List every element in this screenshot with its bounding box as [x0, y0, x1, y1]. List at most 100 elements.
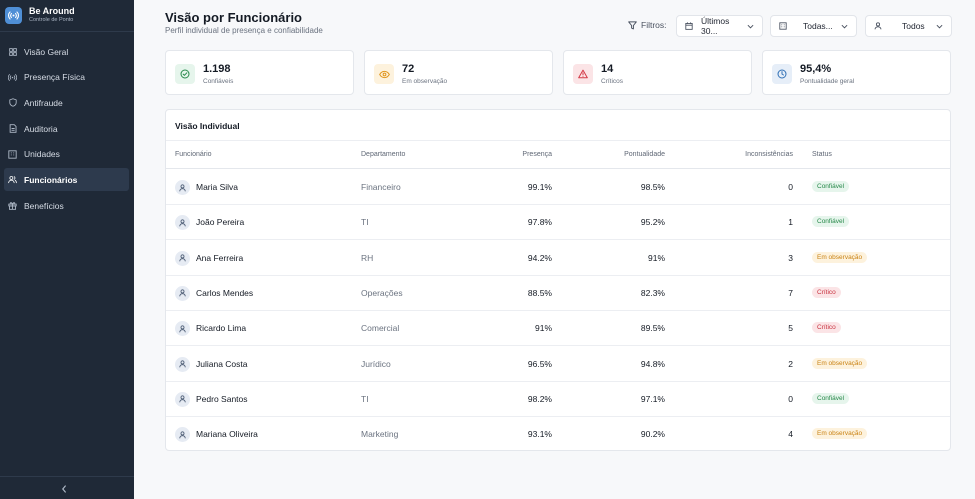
filters-label-text: Filtros:	[641, 20, 667, 30]
stat-card-confiaveis: 1.198 Confiáveis	[165, 50, 354, 95]
inconsistencies-value: 7	[788, 287, 793, 298]
sidebar-item-label: Auditoria	[24, 123, 58, 134]
table-row[interactable]: Maria Silva Financeiro 99.1% 98.5% 0 Confiáve…	[166, 170, 950, 205]
presence-value: 98.2%	[527, 393, 552, 404]
sidebar: Be Around Controle de Ponto Visão Geral …	[0, 0, 134, 499]
employee-name: Maria Silva	[196, 182, 239, 192]
punctuality-value: 97.1%	[640, 393, 665, 404]
column-header-presenca[interactable]: Presença	[522, 151, 552, 158]
sidebar-item-label: Antifraude	[24, 97, 63, 108]
table-row[interactable]: Mariana Oliveira Marketing 93.1% 90.2% 4 Em o…	[166, 417, 950, 452]
status-badge: Crítico	[812, 322, 841, 334]
chevron-down-icon	[841, 24, 848, 29]
chevron-down-icon	[936, 24, 943, 29]
brand-subtitle: Controle de Ponto	[29, 16, 74, 23]
sidebar-item-label: Benefícios	[24, 200, 64, 211]
unit-filter[interactable]: Todas...	[770, 15, 857, 37]
stat-label: Confiáveis	[203, 78, 234, 85]
punctuality-value: 94.8%	[640, 358, 665, 369]
sidebar-nav: Visão Geral Presença Física Antifraude A…	[0, 40, 134, 220]
brand: Be Around Controle de Ponto	[0, 1, 134, 29]
employee-department: RH	[361, 252, 374, 263]
table-row[interactable]: João Pereira TI 97.8% 95.2% 1 Confiável	[166, 205, 950, 241]
stat-value: 72	[402, 63, 415, 75]
person-filter[interactable]: Todos	[865, 15, 952, 37]
employee-department: Financeiro	[361, 182, 401, 192]
punctuality-value: 98.5%	[640, 182, 665, 192]
status-badge: Em observação	[812, 251, 868, 263]
page-title: Visão por Funcionário	[165, 10, 303, 25]
status-badge: Em observação	[812, 428, 868, 440]
employee-name: Carlos Mendes	[196, 287, 254, 298]
status-badge: Confiável	[812, 181, 850, 192]
stat-label: Em observação	[402, 78, 448, 85]
unit-filter-value: Todas...	[803, 21, 833, 31]
employee-department: Jurídico	[361, 358, 391, 369]
stat-card-pontualidade: 95,4% Pontualidade geral	[762, 50, 951, 95]
employee-department: Operações	[361, 287, 403, 298]
status-badge: Confiável	[812, 216, 850, 228]
punctuality-value: 89.5%	[640, 323, 665, 334]
employee-name: João Pereira	[196, 217, 245, 228]
filter-icon	[628, 20, 637, 29]
employee-department: TI	[361, 217, 369, 228]
column-header-status[interactable]: Status	[812, 151, 832, 158]
presence-value: 96.5%	[527, 358, 552, 369]
signal-icon	[8, 73, 17, 82]
user-avatar-icon	[175, 215, 190, 231]
alert-triangle-icon	[573, 64, 593, 84]
sidebar-item-antifraude[interactable]: Antifraude	[4, 91, 129, 114]
sidebar-item-funcionarios[interactable]: Funcionários	[4, 168, 129, 192]
presence-value: 99.1%	[527, 182, 552, 192]
building-icon	[8, 150, 17, 159]
sidebar-item-label: Presença Física	[24, 72, 85, 83]
column-header-departamento[interactable]: Departamento	[361, 151, 406, 158]
stat-label: Críticos	[601, 78, 624, 85]
sidebar-item-label: Unidades	[24, 149, 60, 160]
employee-name: Ana Ferreira	[196, 252, 244, 263]
sidebar-item-unidades[interactable]: Unidades	[4, 143, 129, 166]
user-avatar-icon	[175, 285, 190, 301]
stat-value: 95,4%	[800, 63, 832, 75]
filters-label: Filtros:	[628, 19, 667, 31]
column-header-pontualidade[interactable]: Pontualidade	[624, 151, 665, 158]
column-header-inconsistencias[interactable]: Inconsistências	[745, 151, 793, 158]
sidebar-item-presenca-fisica[interactable]: Presença Física	[4, 66, 129, 89]
table-row[interactable]: Carlos Mendes Operações 88.5% 82.3% 7 Crítico	[166, 276, 950, 311]
status-badge: Crítico	[812, 286, 841, 298]
stat-card-criticos: 14 Críticos	[563, 50, 752, 95]
stat-value: 1.198	[203, 63, 231, 75]
users-icon	[8, 175, 17, 184]
table-row[interactable]: Ana Ferreira RH 94.2% 91% 3 Em observação	[166, 241, 950, 276]
table-row[interactable]: Juliana Costa Jurídico 96.5% 94.8% 2 Em obser…	[166, 347, 950, 382]
presence-value: 97.8%	[527, 217, 552, 228]
table-row[interactable]: Pedro Santos TI 98.2% 97.1% 0 Confiável	[166, 382, 950, 417]
chevron-left-icon[interactable]	[59, 484, 69, 494]
column-header-funcionario[interactable]: Funcionário	[175, 151, 212, 158]
status-badge: Em observação	[812, 357, 868, 369]
user-avatar-icon	[175, 427, 190, 443]
sidebar-item-visao-geral[interactable]: Visão Geral	[4, 40, 129, 63]
sidebar-item-auditoria[interactable]: Auditoria	[4, 117, 129, 140]
period-filter[interactable]: Últimos 30...	[676, 15, 763, 37]
shield-icon	[8, 98, 17, 108]
inconsistencies-value: 2	[788, 358, 793, 369]
sidebar-item-beneficios[interactable]: Benefícios	[4, 194, 129, 217]
building-icon	[779, 22, 787, 30]
punctuality-value: 91%	[647, 252, 665, 263]
sidebar-item-label: Funcionários	[24, 174, 78, 185]
presence-value: 94.2%	[527, 252, 552, 263]
sidebar-divider	[0, 31, 134, 32]
user-avatar-icon	[175, 250, 190, 266]
presence-value: 93.1%	[527, 429, 552, 440]
broadcast-icon	[5, 6, 22, 24]
employee-name: Juliana Costa	[196, 358, 248, 369]
punctuality-value: 95.2%	[640, 217, 665, 228]
check-icon	[175, 64, 195, 84]
calendar-icon	[685, 22, 693, 30]
status-badge: Confiável	[812, 392, 850, 404]
brand-name: Be Around	[29, 5, 75, 16]
inconsistencies-value: 0	[788, 393, 793, 404]
table-row[interactable]: Ricardo Lima Comercial 91% 89.5% 5 Crítico	[166, 311, 950, 347]
presence-value: 88.5%	[527, 287, 552, 298]
